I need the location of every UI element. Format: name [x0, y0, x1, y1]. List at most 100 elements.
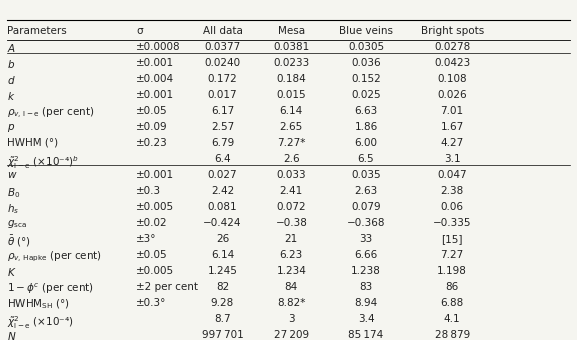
Text: ±0.001: ±0.001 [136, 90, 174, 100]
Text: 997 701: 997 701 [201, 330, 243, 340]
Text: 0.152: 0.152 [351, 74, 381, 84]
Text: ±0.23: ±0.23 [136, 138, 168, 148]
Text: 0.079: 0.079 [351, 202, 381, 212]
Text: 1.67: 1.67 [440, 122, 464, 132]
Text: ±0.3: ±0.3 [136, 186, 162, 196]
Text: ±2 per cent: ±2 per cent [136, 282, 198, 292]
Text: 0.036: 0.036 [351, 58, 381, 68]
Text: 3: 3 [288, 314, 295, 324]
Text: 28 879: 28 879 [434, 330, 470, 340]
Text: 0.033: 0.033 [276, 170, 306, 180]
Text: 0.035: 0.035 [351, 170, 381, 180]
Text: 2.63: 2.63 [354, 186, 377, 196]
Text: 0.081: 0.081 [208, 202, 237, 212]
Text: 7.27: 7.27 [440, 250, 464, 260]
Text: $w$: $w$ [7, 170, 18, 180]
Text: 0.0233: 0.0233 [273, 58, 309, 68]
Text: ±0.02: ±0.02 [136, 218, 168, 228]
Text: ±0.004: ±0.004 [136, 74, 174, 84]
Text: 0.0377: 0.0377 [204, 42, 241, 52]
Text: 3.1: 3.1 [444, 154, 460, 164]
Text: −0.335: −0.335 [433, 218, 471, 228]
Text: ±0.0008: ±0.0008 [136, 42, 181, 52]
Text: 6.88: 6.88 [440, 298, 464, 308]
Text: 1.245: 1.245 [208, 266, 237, 276]
Text: 0.047: 0.047 [437, 170, 467, 180]
Text: $k$: $k$ [7, 90, 16, 102]
Text: 2.42: 2.42 [211, 186, 234, 196]
Text: ±0.005: ±0.005 [136, 202, 174, 212]
Text: $d$: $d$ [7, 74, 16, 86]
Text: 21: 21 [284, 234, 298, 244]
Text: $\tilde{\chi}^2_{\mathrm{l-e}}$ (×10⁻⁴)$^b$: $\tilde{\chi}^2_{\mathrm{l-e}}$ (×10⁻⁴)$… [7, 154, 79, 171]
Text: 2.65: 2.65 [280, 122, 303, 132]
Text: 0.108: 0.108 [437, 74, 467, 84]
Text: 8.94: 8.94 [354, 298, 377, 308]
Text: ±3°: ±3° [136, 234, 157, 244]
Text: Parameters: Parameters [7, 26, 67, 36]
Text: 6.79: 6.79 [211, 138, 234, 148]
Text: 0.172: 0.172 [208, 74, 237, 84]
Text: 1.238: 1.238 [351, 266, 381, 276]
Text: 9.28: 9.28 [211, 298, 234, 308]
Text: All data: All data [203, 26, 242, 36]
Text: $B_0$: $B_0$ [7, 186, 20, 200]
Text: $h_s$: $h_s$ [7, 202, 20, 216]
Text: 0.06: 0.06 [441, 202, 464, 212]
Text: 82: 82 [216, 282, 229, 292]
Text: σ: σ [136, 26, 143, 36]
Text: 6.17: 6.17 [211, 106, 234, 116]
Text: ±0.001: ±0.001 [136, 170, 174, 180]
Text: 6.14: 6.14 [280, 106, 303, 116]
Text: $b$: $b$ [7, 58, 15, 70]
Text: 8.82*: 8.82* [277, 298, 306, 308]
Text: 8.7: 8.7 [214, 314, 231, 324]
Text: 0.025: 0.025 [351, 90, 381, 100]
Text: 6.23: 6.23 [280, 250, 303, 260]
Text: 3.4: 3.4 [358, 314, 374, 324]
Text: 27 209: 27 209 [274, 330, 309, 340]
Text: −0.368: −0.368 [347, 218, 385, 228]
Text: $p$: $p$ [7, 122, 15, 134]
Text: $A$: $A$ [7, 42, 16, 54]
Text: ±0.001: ±0.001 [136, 58, 174, 68]
Text: ±0.005: ±0.005 [136, 266, 174, 276]
Text: Bright spots: Bright spots [421, 26, 484, 36]
Text: 6.14: 6.14 [211, 250, 234, 260]
Text: 4.1: 4.1 [444, 314, 460, 324]
Text: 0.026: 0.026 [437, 90, 467, 100]
Text: HWHM$_\mathrm{SH}$ (°): HWHM$_\mathrm{SH}$ (°) [7, 298, 70, 311]
Text: $\bar{\theta}$ (°): $\bar{\theta}$ (°) [7, 234, 31, 249]
Text: [15]: [15] [441, 234, 463, 244]
Text: ±0.05: ±0.05 [136, 250, 168, 260]
Text: 1.198: 1.198 [437, 266, 467, 276]
Text: ±0.3°: ±0.3° [136, 298, 167, 308]
Text: 6.4: 6.4 [214, 154, 231, 164]
Text: 33: 33 [359, 234, 373, 244]
Text: 84: 84 [284, 282, 298, 292]
Text: 0.0381: 0.0381 [273, 42, 309, 52]
Text: 85 174: 85 174 [349, 330, 384, 340]
Text: −0.38: −0.38 [275, 218, 308, 228]
Text: 6.5: 6.5 [358, 154, 374, 164]
Text: $\rho_{v,\,\mathrm{l-e}}$ (per cent): $\rho_{v,\,\mathrm{l-e}}$ (per cent) [7, 106, 94, 121]
Text: 83: 83 [359, 282, 373, 292]
Text: −0.424: −0.424 [203, 218, 242, 228]
Text: 0.0240: 0.0240 [204, 58, 241, 68]
Text: 0.184: 0.184 [276, 74, 306, 84]
Text: 4.27: 4.27 [440, 138, 464, 148]
Text: ±0.09: ±0.09 [136, 122, 168, 132]
Text: ±0.05: ±0.05 [136, 106, 168, 116]
Text: Blue veins: Blue veins [339, 26, 393, 36]
Text: $N$: $N$ [7, 330, 17, 340]
Text: 6.63: 6.63 [354, 106, 377, 116]
Text: $K$: $K$ [7, 266, 17, 278]
Text: $\tilde{\chi}^2_{\mathrm{l-e}}$ (×10⁻⁴): $\tilde{\chi}^2_{\mathrm{l-e}}$ (×10⁻⁴) [7, 314, 73, 330]
Text: 7.27*: 7.27* [277, 138, 306, 148]
Text: 2.41: 2.41 [280, 186, 303, 196]
Text: 2.6: 2.6 [283, 154, 299, 164]
Text: $\rho_{v,\,\mathrm{Hapke}}$ (per cent): $\rho_{v,\,\mathrm{Hapke}}$ (per cent) [7, 250, 102, 264]
Text: HWHM (°): HWHM (°) [7, 138, 58, 148]
Text: 86: 86 [445, 282, 459, 292]
Text: $g_\mathrm{sca}$: $g_\mathrm{sca}$ [7, 218, 27, 230]
